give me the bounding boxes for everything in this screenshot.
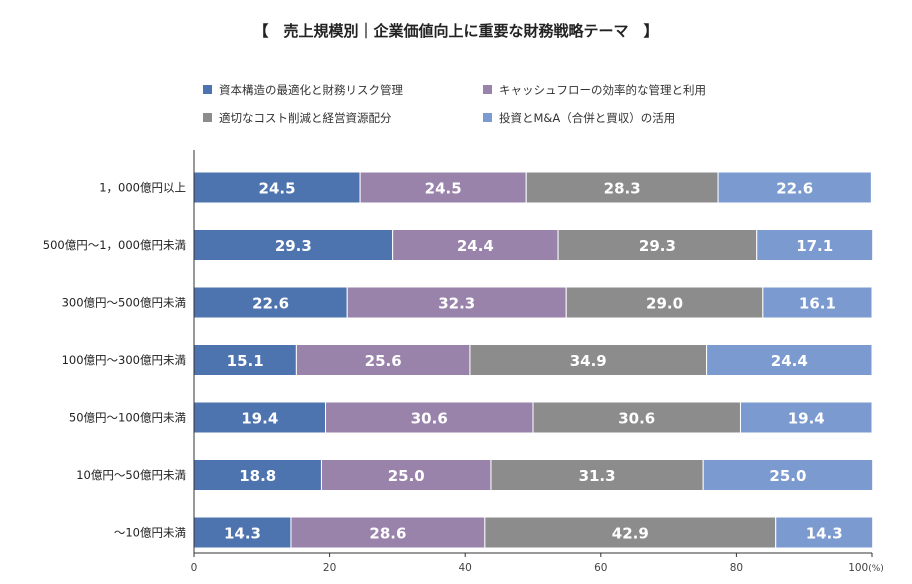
legend-label: キャッシュフローの効率的な管理と利用	[499, 83, 706, 97]
data-label: 24.5	[259, 180, 296, 198]
bar-segment	[193, 229, 394, 261]
bar-segment	[525, 171, 719, 204]
legend-swatch	[203, 85, 212, 94]
data-label: 25.0	[388, 467, 425, 485]
legend-label: 資本構造の最適化と財務リスク管理	[219, 83, 403, 97]
data-label: 24.4	[771, 352, 808, 370]
legend: 資本構造の最適化と財務リスク管理 キャッシュフローの効率的な管理と利用適切なコスト…	[203, 83, 706, 125]
data-label: 30.6	[411, 410, 448, 428]
category-label: 1，000億円以上	[99, 181, 186, 195]
data-label: 28.3	[604, 180, 641, 198]
data-label: 24.5	[425, 180, 462, 198]
bar-segment	[193, 459, 322, 491]
category-labels: 1，000億円以上 500億円～1，000億円未満 300億円～500億円未満 100…	[43, 181, 186, 540]
bar-segment	[706, 344, 873, 376]
category-label: 10億円～50億円未満	[76, 468, 186, 482]
category-label: 50億円～100億円未満	[69, 411, 186, 425]
x-unit-label: (%)	[868, 564, 884, 574]
data-label: 31.3	[579, 467, 616, 485]
data-label: 32.3	[438, 295, 475, 313]
data-label: 16.1	[799, 295, 836, 313]
x-tick-label: 60	[594, 562, 607, 574]
data-label: 15.1	[227, 352, 264, 370]
bar-segment	[392, 229, 559, 261]
legend-label: 投資とM&A（合併と買収）の活用	[499, 111, 675, 125]
data-label: 34.9	[570, 352, 607, 370]
data-label: 19.4	[788, 410, 825, 428]
data-label: 22.6	[776, 180, 813, 198]
x-axis: 0 20 40 60 80 100(%)	[191, 150, 884, 574]
legend-swatch	[483, 113, 492, 122]
x-tick-label: 100(%)	[848, 562, 884, 574]
data-label: 29.3	[639, 237, 676, 255]
chart-title: 【 売上規模別｜企業価値向上に重要な財務戦略テーマ 】	[253, 22, 658, 40]
data-label: 14.3	[806, 525, 843, 543]
data-label: 14.3	[224, 525, 261, 543]
x-tick-label: 40	[459, 562, 472, 574]
bar-segment	[325, 401, 534, 434]
bar-segment	[557, 229, 758, 261]
x-tick-label: 0	[191, 562, 198, 574]
data-label: 30.6	[618, 410, 655, 428]
category-label: 300億円～500億円未満	[62, 296, 186, 310]
bar-segment	[295, 344, 471, 376]
bar-segment	[490, 459, 704, 491]
legend-swatch	[203, 113, 212, 122]
legend-swatch	[483, 85, 492, 94]
bars: 24.5 24.5 28.3 22.6 29.3 24.4 29.3 17.1 22.6 32.3…	[193, 171, 874, 549]
bar-segment	[359, 171, 527, 204]
bar-segment	[484, 516, 777, 549]
bar-segment	[762, 286, 873, 319]
data-label: 24.4	[457, 237, 494, 255]
data-label: 29.0	[646, 295, 683, 313]
bar-segment	[739, 401, 873, 434]
data-label: 29.3	[275, 237, 312, 255]
bar-segment	[193, 171, 361, 204]
data-label: 25.6	[365, 352, 402, 370]
bar-segment	[756, 229, 874, 261]
data-label: 25.0	[769, 467, 806, 485]
category-label: ～10億円未満	[114, 526, 186, 540]
bar-segment	[702, 459, 874, 491]
data-label: 19.4	[241, 410, 278, 428]
bar-segment	[775, 516, 874, 549]
legend-label: 適切なコスト削減と経営資源配分	[219, 111, 392, 125]
data-label: 28.6	[369, 525, 406, 543]
bar-segment	[717, 171, 872, 204]
x-tick-label: 20	[323, 562, 336, 574]
x-tick-label: 80	[730, 562, 743, 574]
category-label: 500億円～1，000億円未満	[43, 238, 186, 252]
bar-segment	[532, 401, 741, 434]
category-label: 100億円～300億円未満	[62, 353, 186, 367]
data-label: 18.8	[239, 467, 276, 485]
bar-segment	[320, 459, 492, 491]
data-label: 22.6	[252, 295, 289, 313]
bar-segment	[193, 344, 297, 376]
data-label: 17.1	[796, 237, 833, 255]
bar-segment	[346, 286, 567, 319]
bar-segment	[193, 516, 292, 549]
data-label: 42.9	[612, 525, 649, 543]
